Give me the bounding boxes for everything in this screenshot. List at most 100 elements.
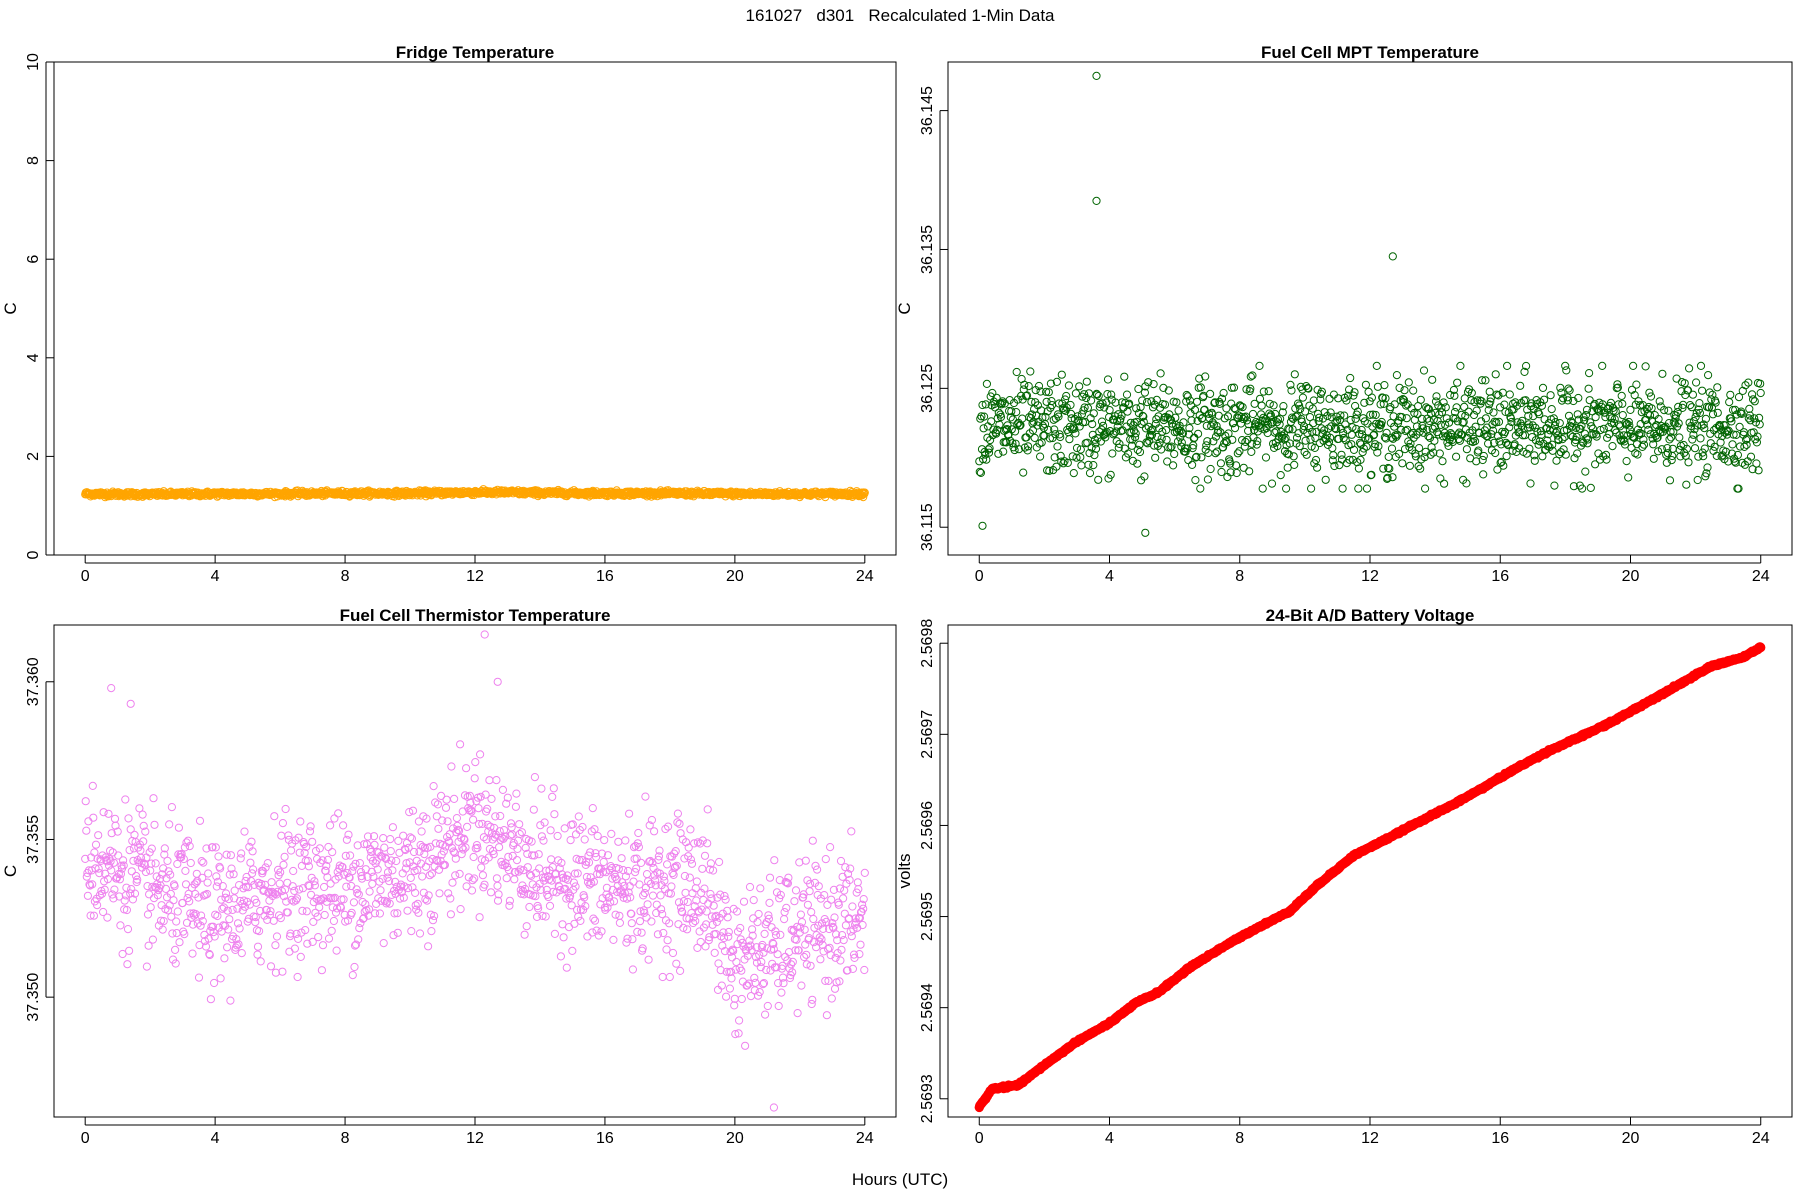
mpt-outlier-point (978, 521, 987, 530)
thermistor-point (135, 804, 144, 813)
mpt-point (1395, 383, 1404, 392)
mpt-point (1449, 385, 1459, 395)
mpt-point (1465, 428, 1474, 437)
thermistor-point (348, 971, 357, 980)
thermistor-point (251, 918, 260, 927)
thermistor-point (170, 882, 179, 891)
thermistor-point (748, 925, 757, 934)
thermistor-point (472, 841, 481, 850)
thermistor-point (665, 972, 674, 982)
battery-y-tick-label: 2.5695 (919, 892, 936, 941)
mpt-point (1574, 393, 1583, 403)
mpt-point (1044, 388, 1053, 397)
thermistor-point (89, 813, 98, 822)
thermistor-point (470, 874, 479, 883)
mpt-point (1355, 429, 1364, 439)
thermistor-point (124, 814, 133, 823)
mpt-point (1563, 396, 1573, 405)
thermistor-point (147, 859, 156, 868)
thermistor-point (294, 833, 303, 842)
thermistor-point (387, 856, 396, 865)
thermistor-point (717, 981, 726, 990)
mpt-point (1573, 449, 1582, 458)
thermistor-point (646, 856, 655, 866)
thermistor-point (788, 968, 797, 977)
thermistor-point (793, 1009, 802, 1018)
thermistor-point (750, 973, 759, 983)
mpt-point (1540, 395, 1549, 404)
thermistor-point (657, 905, 666, 914)
thermistor-point (268, 887, 277, 897)
thermistor-point (268, 891, 277, 901)
mpt-point (1478, 455, 1487, 465)
mpt-point (1745, 404, 1754, 413)
mpt-point (1028, 426, 1038, 435)
mpt-point (1647, 404, 1656, 413)
thermistor-point (656, 891, 665, 900)
mpt-point (1750, 397, 1759, 406)
thermistor-point (95, 869, 104, 878)
thermistor-point (840, 909, 849, 918)
thermistor-point (144, 941, 153, 950)
mpt-point (1479, 470, 1488, 479)
thermistor-point (718, 941, 727, 950)
thermistor-point (414, 908, 423, 917)
mpt-point (1024, 442, 1033, 451)
thermistor-point (276, 914, 285, 923)
thermistor-point (226, 996, 235, 1005)
thermistor-point (408, 806, 418, 815)
mpt-point (1392, 432, 1401, 441)
thermistor-point (642, 870, 652, 879)
figure-title: 161027 d301 Recalculated 1-Min Data (745, 6, 1055, 25)
thermistor-point (705, 865, 715, 874)
mpt-point (1277, 427, 1286, 436)
thermistor-point (195, 816, 205, 825)
thermistor-point (724, 932, 733, 941)
mpt-point (1700, 444, 1709, 453)
fridge-x-tick-label: 12 (466, 568, 484, 585)
mpt-point (1194, 429, 1203, 438)
mpt-point (1302, 382, 1311, 391)
mpt-point (1510, 440, 1519, 449)
thermistor-point (248, 847, 257, 856)
mpt-point (1023, 446, 1032, 455)
mpt-point (1386, 403, 1395, 412)
thermistor-point (437, 791, 446, 801)
mpt-point (1222, 438, 1232, 447)
fridge-x-tick-label: 0 (81, 568, 90, 585)
mpt-point (1317, 387, 1327, 396)
thermistor-point (671, 847, 680, 856)
thermistor-point (171, 945, 180, 955)
thermistor-point (406, 873, 415, 883)
thermistor-point (394, 836, 403, 846)
fridge-title: Fridge Temperature (396, 43, 554, 62)
thermistor-point (265, 910, 274, 919)
mpt-point (1517, 398, 1526, 408)
mpt-point (1620, 440, 1630, 449)
thermistor-point (621, 836, 630, 845)
mpt-point (1397, 413, 1406, 422)
mpt-point (1436, 474, 1445, 483)
mpt-title: Fuel Cell MPT Temperature (1261, 43, 1479, 62)
mpt-point (1370, 430, 1379, 439)
mpt-point (1022, 391, 1032, 400)
thermistor-point (172, 929, 181, 938)
mpt-point (1162, 435, 1171, 444)
thermistor-point (492, 776, 501, 785)
thermistor-point (683, 897, 692, 907)
mpt-point (1355, 438, 1365, 447)
mpt-point (1416, 464, 1425, 473)
thermistor-point (764, 914, 774, 924)
thermistor-point (280, 852, 289, 861)
thermistor-point (497, 833, 506, 842)
thermistor-point (416, 840, 425, 850)
mpt-point (1302, 450, 1311, 459)
mpt-point (1491, 370, 1500, 379)
thermistor-point (428, 854, 437, 864)
thermistor-point (698, 864, 707, 873)
mpt-point (1524, 411, 1533, 420)
mpt-point (1578, 484, 1587, 493)
thermistor-point (849, 925, 858, 934)
thermistor-point (358, 897, 367, 907)
